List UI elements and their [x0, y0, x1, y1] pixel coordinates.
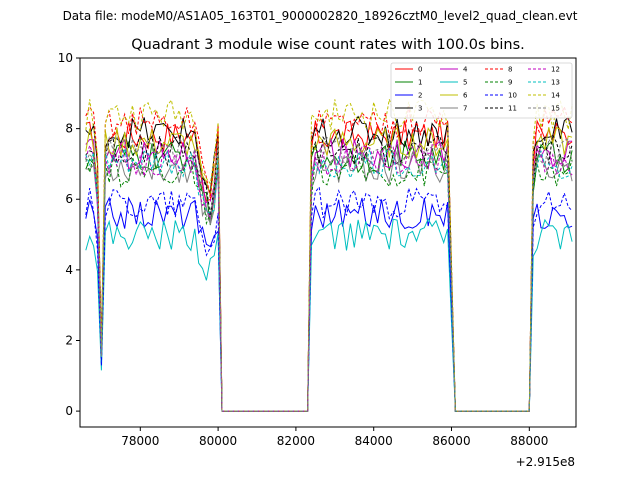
chart-title: Quadrant 3 module wise count rates with …: [131, 37, 525, 53]
plot-frame: [79, 57, 577, 428]
series-line-10: [85, 185, 573, 412]
series-line-5: [85, 217, 573, 412]
x-tick-label: 88000: [510, 434, 548, 448]
legend-label: 15: [551, 105, 560, 113]
x-axis: 78000 80000 82000 84000 86000 88000: [121, 427, 548, 448]
series-line-15: [85, 135, 573, 412]
y-tick-label: 4: [65, 263, 73, 277]
plot-lines: [85, 98, 573, 412]
series-line-13: [85, 147, 573, 412]
y-tick-label: 10: [58, 51, 73, 65]
series-line-14: [85, 98, 573, 412]
y-tick-label: 6: [65, 192, 73, 206]
legend-label: 7: [463, 105, 467, 113]
legend-label: 3: [418, 105, 422, 113]
legend-label: 2: [418, 92, 422, 100]
y-tick-label: 2: [65, 333, 73, 347]
legend-label: 10: [508, 92, 517, 100]
series-line-8: [85, 105, 573, 412]
x-offset-label: +2.915e8: [516, 455, 575, 469]
legend-label: 11: [508, 105, 517, 113]
chart-suptitle: Data file: modeM0/AS1A05_163T01_90000028…: [63, 9, 578, 23]
series-line-1: [85, 140, 573, 412]
series-line-11: [85, 133, 573, 412]
x-tick-label: 86000: [432, 434, 470, 448]
x-tick-label: 80000: [199, 434, 237, 448]
series-line-7: [85, 149, 573, 412]
legend-label: 13: [551, 79, 560, 87]
series-line-0: [85, 119, 573, 412]
legend-label: 1: [418, 79, 422, 87]
legend-label: 14: [551, 92, 560, 100]
legend-label: 9: [508, 79, 512, 87]
y-axis: 0 2 4 6 8 10: [58, 51, 80, 418]
series-line-2: [85, 196, 573, 412]
y-tick-label: 0: [65, 404, 73, 418]
legend-label: 6: [463, 92, 468, 100]
series-line-12: [85, 143, 573, 412]
legend-label: 12: [551, 66, 560, 74]
x-tick-label: 84000: [355, 434, 393, 448]
legend-frame: [390, 62, 573, 119]
y-tick-label: 8: [65, 122, 73, 136]
legend-label: 5: [463, 79, 467, 87]
x-tick-label: 82000: [277, 434, 315, 448]
x-tick-label: 78000: [121, 434, 159, 448]
legend-label: 4: [463, 66, 468, 74]
legend-label: 8: [508, 66, 512, 74]
legend-label: 0: [418, 66, 422, 74]
series-line-9: [85, 154, 573, 412]
